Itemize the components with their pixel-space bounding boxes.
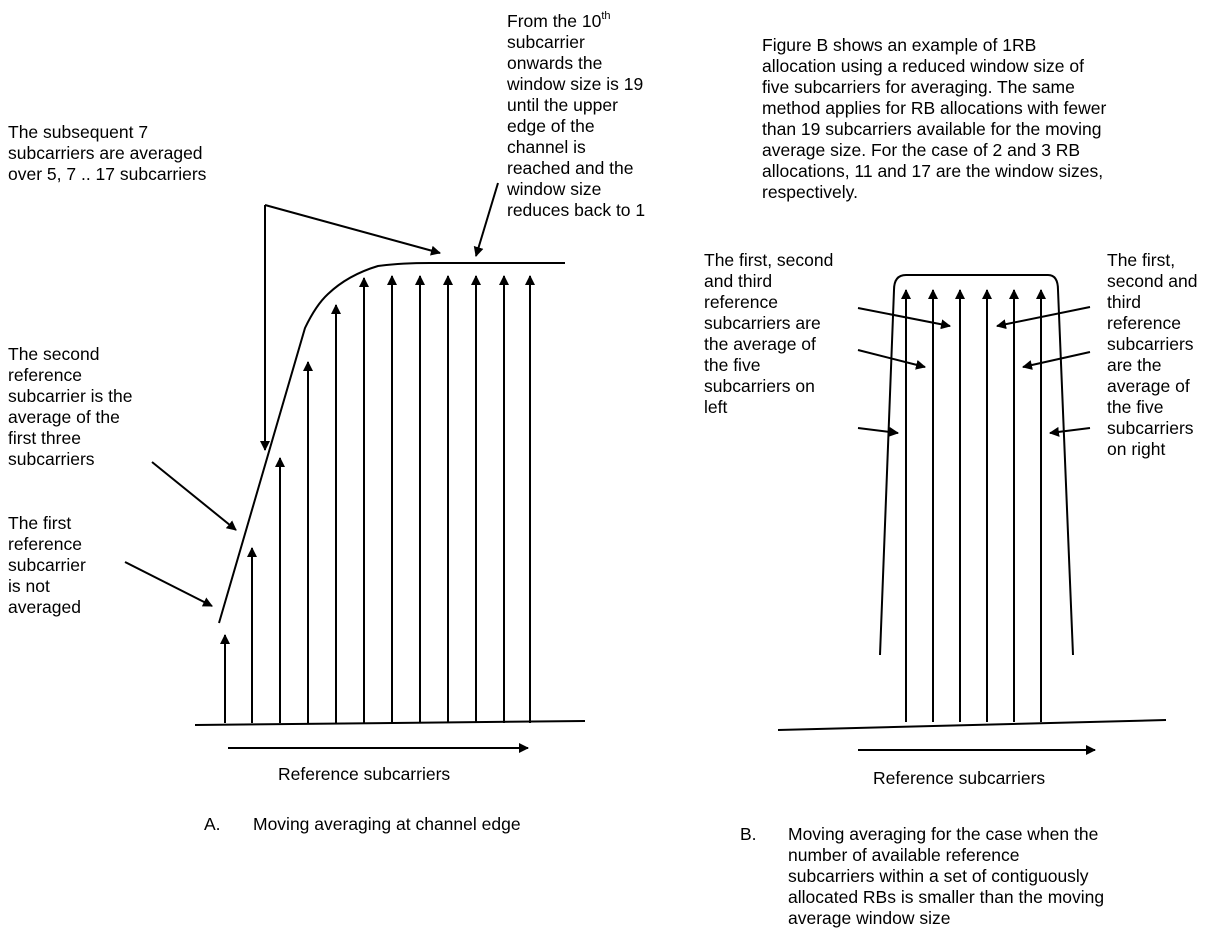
callout-arrow-right-2 bbox=[1022, 351, 1091, 370]
caption-marker-b: B. bbox=[740, 824, 757, 844]
callout-arrow-first bbox=[124, 561, 213, 607]
label-tenth-suffix: subcarrier onwards the window size is 19… bbox=[507, 32, 646, 220]
axis-label-b: Reference subcarriers bbox=[873, 768, 1046, 788]
axis-label-a: Reference subcarriers bbox=[278, 764, 451, 784]
callout-arrow-left-1 bbox=[857, 307, 951, 330]
callout-arrow-subsequent bbox=[264, 204, 441, 256]
caption-a: Moving averaging at channel edge bbox=[253, 814, 521, 834]
label-tenth-subcarrier: From the 10th subcarrier onwards the win… bbox=[507, 11, 645, 221]
label-second-reference-subcarrier: The second reference subcarrier is the a… bbox=[8, 344, 133, 469]
callout-arrow-left-3 bbox=[857, 426, 899, 437]
callout-arrow-second bbox=[151, 461, 237, 531]
label-subsequent-subcarriers: The subsequent 7 subcarriers are average… bbox=[8, 122, 207, 184]
envelope-curve-a bbox=[218, 262, 565, 624]
baseline-a bbox=[194, 720, 586, 726]
caption-b: Moving averaging for the case when the n… bbox=[788, 824, 1105, 928]
label-right-reference-subcarriers: The first, second and third reference su… bbox=[1107, 250, 1198, 459]
figure-a bbox=[124, 182, 586, 753]
callout-arrows-b-left bbox=[857, 307, 951, 437]
label-tenth-superscript: th bbox=[601, 10, 611, 23]
caption-marker-a: A. bbox=[204, 814, 221, 834]
figure-b-description: Figure B shows an example of 1RB allocat… bbox=[762, 35, 1107, 202]
label-left-reference-subcarriers: The first, second and third reference su… bbox=[704, 250, 834, 417]
callout-arrow-right-3 bbox=[1049, 426, 1091, 437]
subcarrier-arrows-b bbox=[901, 289, 1046, 722]
subcarrier-arrows-a bbox=[220, 275, 535, 723]
callout-arrows-b-right bbox=[996, 306, 1091, 437]
baseline-b bbox=[777, 719, 1167, 731]
callout-arrow-right-1 bbox=[996, 306, 1091, 330]
label-first-reference-subcarrier: The first reference subcarrier is not av… bbox=[8, 513, 86, 617]
callout-arrows-a bbox=[124, 182, 499, 607]
label-tenth-prefix: From the 10 bbox=[507, 11, 602, 31]
envelope-curve-b bbox=[879, 274, 1074, 656]
callout-arrow-tenth bbox=[473, 182, 499, 257]
callout-arrow-left-2 bbox=[857, 349, 926, 370]
figure-b bbox=[777, 274, 1167, 755]
